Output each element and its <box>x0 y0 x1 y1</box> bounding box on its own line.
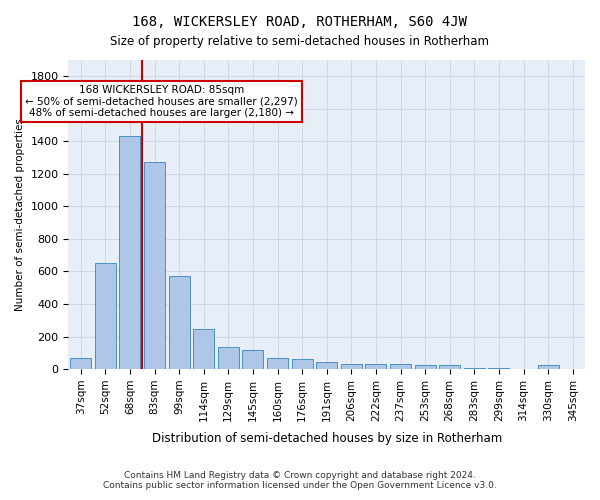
Y-axis label: Number of semi-detached properties: Number of semi-detached properties <box>15 118 25 311</box>
Bar <box>464 368 485 369</box>
Bar <box>415 365 436 369</box>
Bar <box>341 364 362 369</box>
Bar <box>169 276 190 369</box>
Bar <box>95 262 116 369</box>
Bar <box>365 364 386 369</box>
Bar <box>144 162 165 369</box>
Bar <box>193 329 214 369</box>
Bar <box>242 350 263 369</box>
Bar <box>316 362 337 369</box>
Bar <box>292 360 313 369</box>
X-axis label: Distribution of semi-detached houses by size in Rotherham: Distribution of semi-detached houses by … <box>152 432 502 445</box>
Bar <box>267 358 288 369</box>
Text: 168 WICKERSLEY ROAD: 85sqm
← 50% of semi-detached houses are smaller (2,297)
48%: 168 WICKERSLEY ROAD: 85sqm ← 50% of semi… <box>25 84 298 118</box>
Bar <box>488 368 509 369</box>
Text: 168, WICKERSLEY ROAD, ROTHERHAM, S60 4JW: 168, WICKERSLEY ROAD, ROTHERHAM, S60 4JW <box>133 15 467 29</box>
Text: Size of property relative to semi-detached houses in Rotherham: Size of property relative to semi-detach… <box>110 35 490 48</box>
Bar <box>390 364 411 369</box>
Bar <box>538 365 559 369</box>
Bar <box>218 347 239 369</box>
Bar <box>119 136 140 369</box>
Text: Contains HM Land Registry data © Crown copyright and database right 2024.
Contai: Contains HM Land Registry data © Crown c… <box>103 470 497 490</box>
Bar <box>439 365 460 369</box>
Bar <box>70 358 91 369</box>
